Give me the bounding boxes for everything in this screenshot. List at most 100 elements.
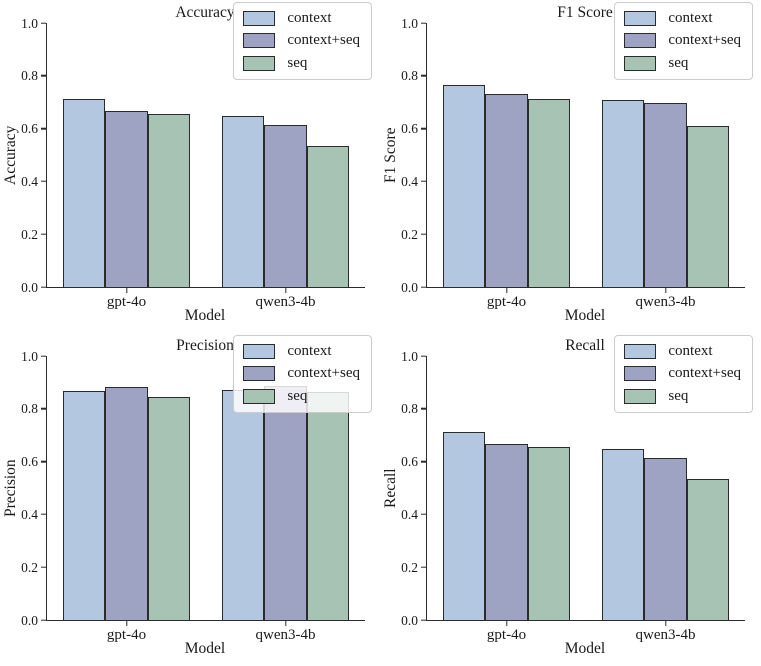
x-tick-label: qwen3-4b: [255, 294, 316, 310]
legend-label: seq: [668, 387, 689, 404]
y-tick-label: 0.6: [401, 453, 418, 469]
y-tick-mark: [40, 75, 46, 77]
legend-swatch: [243, 366, 276, 382]
legend-label: seq: [287, 54, 308, 71]
legend-item: seq: [243, 55, 360, 72]
legend-item: context+seq: [624, 32, 741, 49]
y-tick-mark: [40, 127, 46, 130]
legend-item: seq: [243, 388, 360, 405]
y-tick-mark: [420, 180, 426, 183]
chart-title: Recall: [565, 337, 605, 354]
legend-item: seq: [624, 55, 741, 72]
y-tick-label: 0.6: [401, 120, 418, 136]
y-tick-mark: [40, 22, 46, 24]
legend-label: context: [668, 10, 713, 26]
plot-area: 0.0 0.2 0.4 0.6 0.8 1.0 gpt-4o qwen3-4b: [21, 349, 365, 643]
x-tick-label: qwen3-4b: [255, 627, 316, 643]
y-tick-label: 0.4: [21, 173, 38, 189]
legend-swatch: [243, 11, 276, 27]
y-tick-label: 1.0: [401, 348, 418, 364]
bar-seq: [527, 447, 571, 620]
legend: context context+seq seq: [614, 335, 753, 413]
legend-item: context+seq: [243, 365, 360, 382]
y-axis-label: F1 Score: [382, 127, 399, 183]
x-axis-label: Model: [184, 640, 226, 657]
plot-area: 0.0 0.2 0.4 0.6 0.8 1.0 gpt-4o qwen3-4b: [401, 16, 745, 310]
x-tick-mark: [505, 621, 508, 627]
legend: context context+seq seq: [614, 2, 753, 80]
legend-item: context: [243, 10, 360, 27]
legend-swatch: [624, 55, 657, 71]
y-tick-mark: [40, 286, 46, 288]
bar-seq: [686, 125, 730, 287]
bar-seq: [147, 396, 191, 620]
x-tick-label: gpt-4o: [106, 627, 147, 643]
y-tick-label: 0.6: [21, 453, 38, 469]
bar-context+seq: [485, 444, 528, 620]
y-axis-label: Recall: [382, 468, 399, 508]
bar-context+seq: [485, 93, 528, 287]
legend-swatch: [624, 388, 657, 404]
x-tick-mark: [125, 621, 128, 627]
y-tick-label: 0.0: [21, 612, 38, 628]
x-tick-label: qwen3-4b: [635, 627, 696, 643]
y-tick-mark: [40, 619, 46, 621]
y-tick-mark: [420, 619, 426, 621]
bar-context+seq: [105, 111, 148, 287]
y-tick-label: 1.0: [21, 348, 38, 364]
legend-swatch: [243, 344, 276, 360]
legend-swatch: [624, 11, 657, 27]
chart-title: Accuracy: [175, 4, 235, 21]
legend-swatch: [243, 388, 276, 404]
y-tick-label: 0.4: [21, 506, 38, 522]
legend-label: context+seq: [668, 365, 741, 382]
bar-seq: [527, 99, 571, 287]
y-tick-mark: [420, 75, 426, 77]
y-tick-mark: [420, 460, 426, 463]
bar-context: [221, 389, 265, 620]
y-tick-label: 0.8: [21, 68, 38, 84]
y-tick-mark: [420, 355, 426, 357]
legend-label: context: [668, 343, 713, 359]
y-tick-label: 0.2: [401, 559, 418, 575]
legend-label: seq: [287, 387, 308, 404]
legend-item: context: [624, 10, 741, 27]
y-tick-mark: [40, 513, 46, 516]
x-tick-mark: [284, 288, 287, 294]
y-tick-label: 0.6: [21, 120, 38, 136]
x-tick-mark: [505, 288, 508, 294]
x-tick-mark: [284, 621, 287, 627]
y-tick-label: 0.4: [401, 173, 418, 189]
x-axis-label: Model: [564, 307, 606, 324]
legend-swatch: [624, 344, 657, 360]
y-tick-mark: [40, 355, 46, 357]
y-tick-label: 0.8: [401, 68, 418, 84]
legend-label: context+seq: [668, 32, 741, 49]
y-tick-mark: [40, 180, 46, 183]
y-tick-mark: [420, 22, 426, 24]
y-tick-label: 0.2: [21, 226, 38, 242]
bar-context: [221, 116, 265, 287]
bar-context: [601, 100, 645, 287]
y-tick-label: 1.0: [21, 15, 38, 31]
bar-context+seq: [644, 103, 687, 287]
y-tick-mark: [420, 127, 426, 130]
x-tick-label: gpt-4o: [486, 294, 527, 310]
bar-context: [601, 449, 645, 620]
y-tick-mark: [40, 566, 46, 568]
legend-label: context: [287, 343, 332, 359]
legend-item: context: [243, 343, 360, 360]
bar-seq: [147, 114, 191, 287]
y-tick-label: 0.0: [21, 279, 38, 295]
y-tick-mark: [40, 460, 46, 463]
legend-item: context+seq: [243, 32, 360, 49]
legend-swatch: [243, 33, 276, 49]
legend-item: seq: [624, 388, 741, 405]
legend-swatch: [624, 366, 657, 382]
y-tick-label: 0.2: [401, 226, 418, 242]
legend-item: context: [624, 343, 741, 360]
bar-seq: [306, 145, 350, 287]
x-axis-label: Model: [184, 307, 226, 324]
legend-item: context+seq: [624, 365, 741, 382]
